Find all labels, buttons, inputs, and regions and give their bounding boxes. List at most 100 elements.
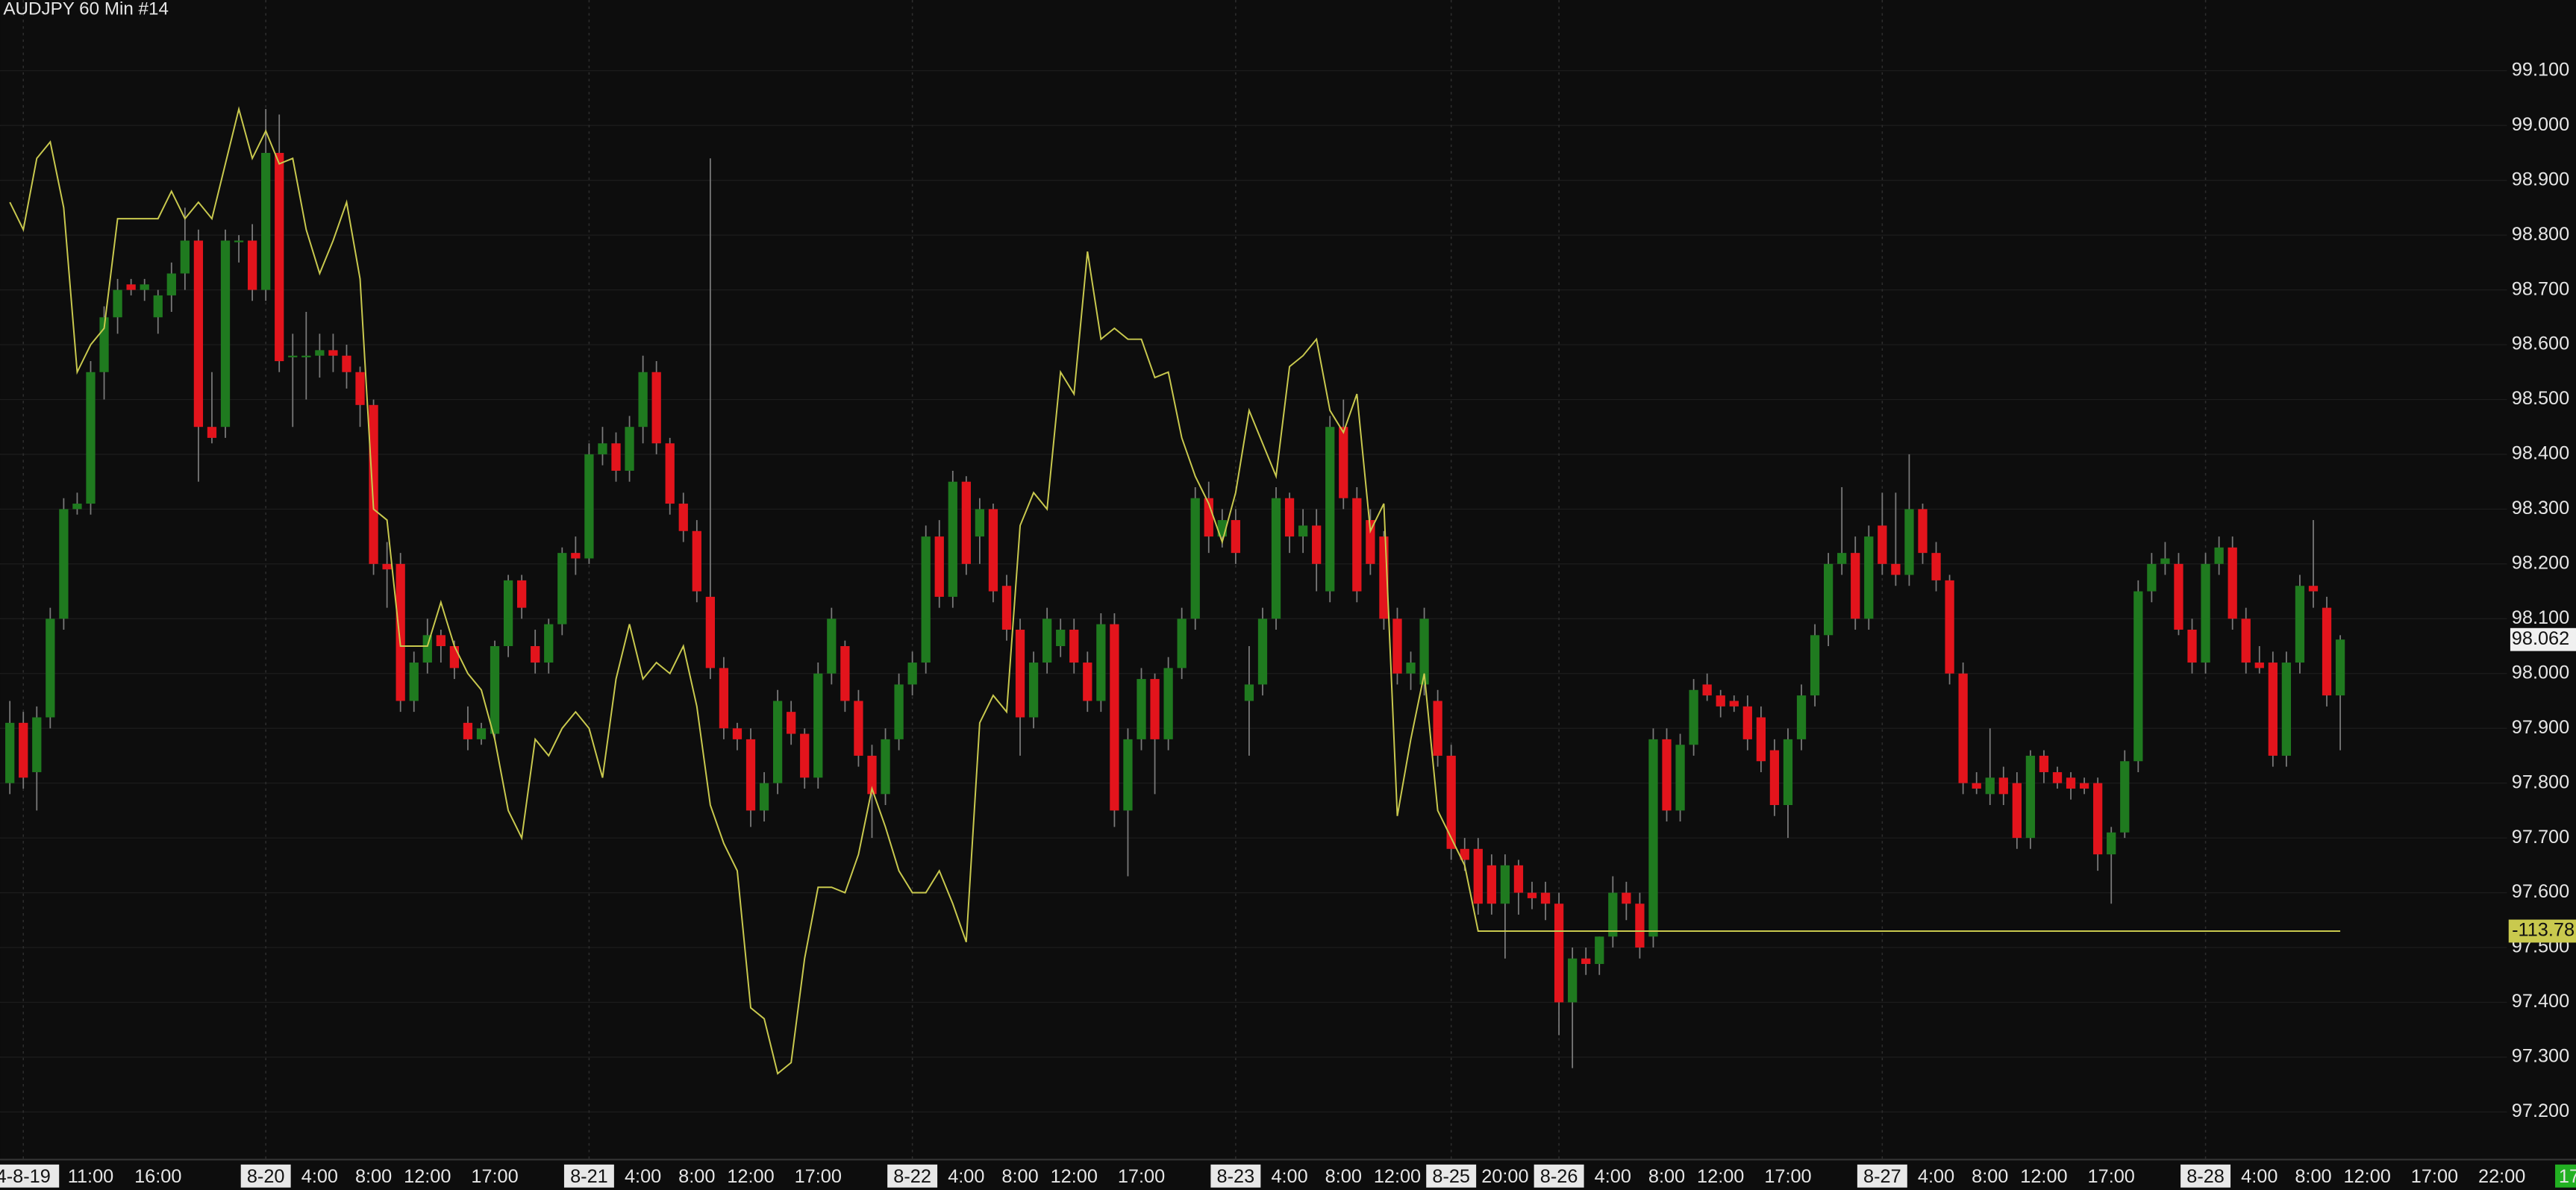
candle-body bbox=[396, 563, 405, 701]
last-price-box bbox=[2510, 627, 2576, 651]
candle-body bbox=[1312, 525, 1322, 564]
x-tick-label: 8:00 bbox=[1648, 1166, 1685, 1187]
candle-body bbox=[2079, 783, 2089, 789]
candle-body bbox=[140, 284, 149, 290]
candle-body bbox=[166, 273, 176, 295]
x-tick-label: 4:00 bbox=[1595, 1166, 1631, 1187]
candle-body bbox=[436, 635, 446, 647]
day-label-box bbox=[240, 1164, 291, 1188]
candle-body bbox=[2201, 563, 2210, 663]
candle-body bbox=[1001, 586, 1012, 630]
x-tick-label: 8-27 bbox=[1863, 1166, 1901, 1187]
candle-body bbox=[1500, 865, 1510, 904]
candle-body bbox=[1891, 563, 1901, 575]
candle-body bbox=[1595, 936, 1604, 965]
candle-body bbox=[1796, 695, 1807, 739]
candle-body bbox=[1864, 536, 1874, 619]
y-tick-label: 98.200 bbox=[2512, 553, 2569, 574]
y-tick-label: 98.700 bbox=[2512, 278, 2569, 299]
candle-body bbox=[2254, 663, 2264, 668]
candle-body bbox=[1958, 673, 1968, 783]
candle-body bbox=[315, 350, 325, 356]
candle-body bbox=[2147, 563, 2157, 592]
candle-body bbox=[1433, 701, 1442, 756]
candle-body bbox=[1083, 663, 1092, 701]
x-tick-label: 12:00 bbox=[404, 1166, 451, 1187]
candle-body bbox=[1244, 684, 1254, 701]
candle-body bbox=[827, 619, 837, 674]
x-tick-label: 4-8-19 bbox=[0, 1166, 51, 1187]
candle-body bbox=[247, 240, 257, 290]
day-label-box bbox=[1857, 1164, 1907, 1188]
indicator-value-label: -113.78 bbox=[2512, 920, 2575, 941]
day-label-box bbox=[0, 1164, 60, 1188]
candle-body bbox=[1204, 498, 1213, 537]
candle-body bbox=[2335, 639, 2345, 696]
candle-body bbox=[1675, 745, 1685, 811]
candle-body bbox=[719, 668, 729, 729]
candle-body bbox=[1931, 553, 1941, 580]
candle-body bbox=[2228, 547, 2237, 619]
candle-body bbox=[1163, 668, 1173, 739]
x-tick-label: 8:00 bbox=[1972, 1166, 2008, 1187]
candle-body bbox=[665, 443, 675, 504]
y-tick-label: 98.600 bbox=[2512, 333, 2569, 354]
x-tick-label: 17:00 bbox=[1764, 1166, 1811, 1187]
candle-body bbox=[1406, 663, 1416, 674]
candle-body bbox=[1392, 619, 1402, 674]
candle-body bbox=[1137, 679, 1146, 739]
candle-body bbox=[1257, 619, 1268, 685]
x-tick-label: 4:00 bbox=[948, 1166, 984, 1187]
candle-body bbox=[2107, 832, 2116, 855]
candle-body bbox=[934, 536, 944, 597]
candle-body bbox=[1325, 427, 1335, 592]
candle-body bbox=[2066, 777, 2076, 789]
candle-body bbox=[2025, 755, 2036, 839]
x-tick-label: 8:00 bbox=[678, 1166, 715, 1187]
x-tick-label: 8:00 bbox=[355, 1166, 392, 1187]
candle-body bbox=[531, 646, 540, 663]
candle-body bbox=[409, 663, 419, 701]
candle-body bbox=[2281, 663, 2292, 756]
candle-body bbox=[113, 289, 122, 318]
candle-body bbox=[840, 646, 850, 701]
candle-body bbox=[1486, 865, 1496, 904]
candle-body bbox=[1554, 904, 1564, 1003]
candle-body bbox=[894, 684, 904, 739]
candle-body bbox=[1662, 739, 1672, 811]
candle-body bbox=[584, 454, 594, 559]
candle-body bbox=[557, 553, 567, 624]
day-label-box bbox=[2180, 1164, 2231, 1188]
candle-body bbox=[975, 509, 985, 537]
indicator-value-box bbox=[2508, 919, 2576, 943]
day-label-box bbox=[887, 1164, 938, 1188]
axes: 97.20097.30097.40097.50097.60097.70097.8… bbox=[0, 59, 2576, 1188]
candle-body bbox=[1352, 498, 1362, 592]
candle-body bbox=[1904, 509, 1914, 575]
candle-body bbox=[2295, 586, 2305, 663]
plot bbox=[5, 106, 2345, 1075]
x-tick-label: 4:00 bbox=[1918, 1166, 1954, 1187]
x-tick-label: 12:00 bbox=[1051, 1166, 1098, 1187]
candle-body bbox=[1527, 892, 1537, 898]
x-tick-label: 4:00 bbox=[1271, 1166, 1307, 1187]
candle-body bbox=[1608, 892, 1618, 937]
cursor-label-box bbox=[2555, 1164, 2576, 1188]
x-tick-label: 17 bbox=[2559, 1166, 2576, 1187]
candle-body bbox=[2133, 591, 2143, 762]
candle-body bbox=[988, 509, 998, 592]
candle-body bbox=[2160, 558, 2170, 564]
x-tick-label: 4:00 bbox=[301, 1166, 338, 1187]
candle-body bbox=[5, 722, 15, 783]
candle-body bbox=[32, 717, 42, 772]
y-tick-label: 97.900 bbox=[2512, 717, 2569, 738]
candle-body bbox=[1945, 580, 1954, 674]
candle-body bbox=[854, 701, 863, 756]
x-tick-label: 8-22 bbox=[893, 1166, 931, 1187]
candle-body bbox=[1231, 520, 1241, 554]
candle-body bbox=[2187, 629, 2197, 663]
y-tick-label: 97.200 bbox=[2512, 1100, 2569, 1121]
candle-body bbox=[301, 355, 311, 357]
candle-body bbox=[1271, 498, 1281, 619]
